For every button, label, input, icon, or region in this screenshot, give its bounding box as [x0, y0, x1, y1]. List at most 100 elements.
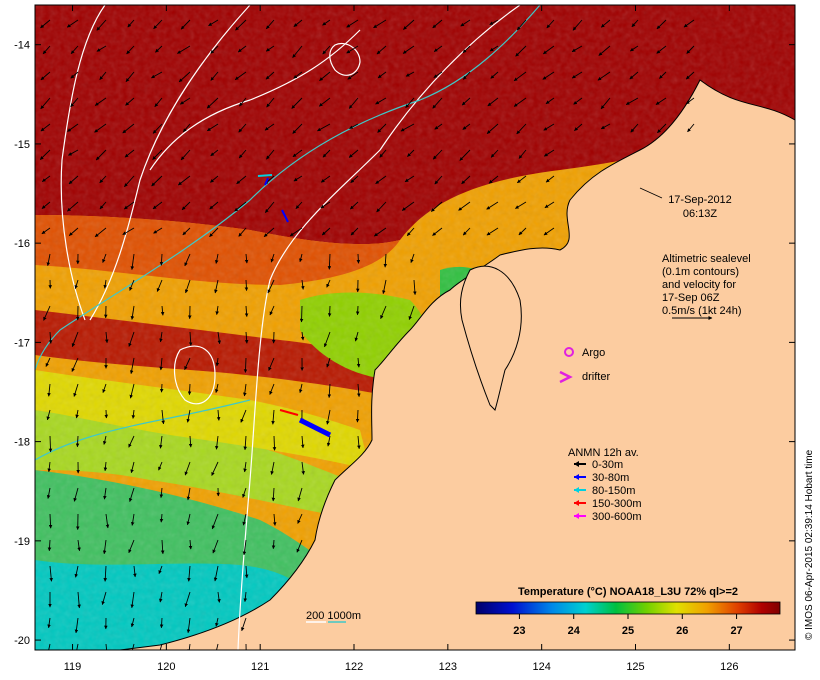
velocity-arrow	[125, 97, 135, 106]
mooring-arrow-cyan	[257, 174, 273, 177]
velocity-arrow	[350, 175, 359, 184]
velocity-arrow	[156, 279, 163, 292]
velocity-arrow	[356, 357, 361, 368]
velocity-arrow	[317, 123, 331, 132]
velocity-arrow	[47, 539, 52, 552]
velocity-arrow	[432, 149, 443, 160]
colorbar-tick-label: 24	[568, 625, 581, 637]
velocity-arrow	[295, 201, 303, 210]
velocity-arrow	[49, 565, 53, 582]
velocity-arrow	[96, 45, 107, 52]
velocity-arrow	[433, 71, 443, 78]
velocity-arrow	[405, 97, 415, 108]
velocity-arrow	[178, 71, 191, 83]
velocity-arrow	[244, 565, 249, 579]
velocity-arrow	[159, 435, 163, 449]
velocity-arrow	[543, 123, 555, 131]
platform-legend: Argo drifter	[559, 347, 610, 384]
velocity-arrow	[208, 19, 219, 27]
velocity-arrow	[129, 383, 135, 399]
velocity-arrow	[70, 71, 79, 79]
velocity-arrow	[47, 383, 51, 397]
velocity-arrow	[297, 513, 303, 524]
velocity-arrow	[129, 357, 135, 375]
velocity-arrow	[376, 201, 387, 213]
velocity-arrow	[571, 71, 583, 79]
lat-tick-label: -15	[14, 139, 30, 151]
velocity-arrow	[153, 227, 163, 234]
velocity-arrow	[685, 71, 695, 80]
velocity-arrow	[348, 149, 359, 158]
velocity-arrow	[272, 513, 277, 526]
colorbar-tick-label: 23	[513, 625, 525, 637]
velocity-arrow	[48, 435, 53, 453]
velocity-arrow	[94, 97, 107, 106]
anmn-legend-label: 150-300m	[592, 498, 642, 510]
velocity-arrow	[685, 97, 695, 105]
velocity-arrow	[297, 487, 303, 502]
velocity-arrow	[356, 253, 361, 264]
velocity-arrow	[598, 45, 611, 56]
velocity-arrow	[545, 97, 555, 105]
velocity-arrow	[432, 19, 443, 29]
contour-line	[237, 5, 521, 650]
altimetry-note: Altimetric sealevel (0.1m contours) and …	[662, 253, 751, 320]
velocity-arrow	[73, 383, 79, 397]
velocity-arrow	[433, 45, 443, 52]
velocity-arrow	[188, 331, 193, 346]
colorbar-tick-label: 27	[730, 625, 742, 637]
velocity-arrow	[296, 539, 303, 553]
velocity-arrow	[124, 201, 135, 210]
velocity-arrow	[432, 227, 443, 236]
velocity-arrow	[184, 461, 191, 476]
velocity-arrow	[129, 279, 135, 291]
velocity-arrow	[238, 123, 247, 133]
velocity-arrow	[292, 45, 303, 58]
velocity-arrow	[101, 591, 107, 605]
velocity-arrow	[42, 175, 51, 182]
velocity-arrow	[74, 279, 79, 289]
argo-label: Argo	[582, 347, 605, 359]
velocity-arrow	[131, 409, 136, 419]
colorbar-tick-label: 26	[676, 625, 688, 637]
velocity-arrow	[486, 227, 499, 236]
velocity-arrow	[656, 19, 667, 30]
velocity-arrow	[210, 71, 219, 81]
velocity-arrow	[299, 305, 304, 323]
velocity-arrow	[462, 123, 471, 130]
velocity-arrow	[430, 201, 443, 212]
velocity-arrow	[47, 461, 51, 473]
lat-tick-label: -19	[14, 536, 30, 548]
velocity-arrow	[217, 331, 222, 345]
velocity-arrow	[187, 565, 191, 582]
velocity-arrow	[377, 123, 387, 133]
anmn-legend-label: 300-600m	[592, 511, 642, 523]
velocity-arrow	[151, 175, 163, 187]
contour-line	[89, 5, 251, 321]
velocity-arrow	[40, 71, 51, 81]
velocity-arrow	[103, 279, 107, 289]
altimetry-line-1: Altimetric sealevel	[662, 253, 751, 265]
velocity-arrow	[130, 643, 135, 650]
velocity-arrow	[46, 253, 51, 267]
velocity-arrow	[404, 175, 415, 183]
velocity-arrow	[75, 435, 80, 448]
velocity-arrow	[234, 71, 247, 81]
velocity-arrow	[243, 591, 248, 603]
velocity-arrow	[217, 591, 221, 603]
anmn-legend: ANMN 12h av. 0-30m30-80m80-150m150-300m3…	[568, 447, 642, 523]
velocity-arrow	[269, 305, 275, 316]
velocity-arrow	[128, 539, 135, 554]
velocity-arrow	[268, 357, 275, 371]
lon-tick-label: 124	[532, 661, 550, 673]
velocity-arrow	[152, 201, 163, 210]
velocity-arrow	[516, 19, 527, 31]
velocity-arrow	[42, 45, 51, 55]
velocity-arrow	[265, 19, 275, 30]
velocity-arrow	[211, 513, 219, 530]
mooring-arrow-red	[279, 409, 299, 416]
velocity-arrow	[236, 175, 247, 185]
velocity-arrow	[215, 357, 220, 367]
velocity-arrow	[318, 97, 331, 107]
colorbar-gradient	[475, 601, 781, 615]
